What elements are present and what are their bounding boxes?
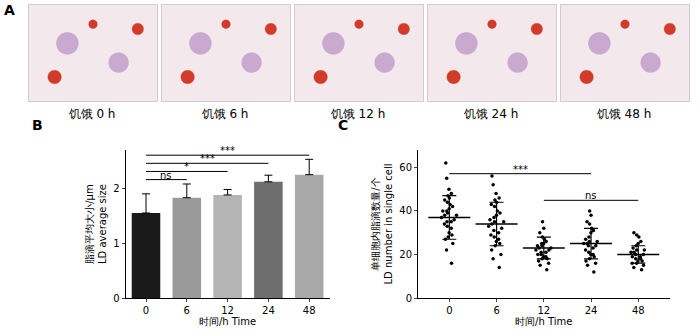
svg-text:24: 24 xyxy=(585,305,598,316)
svg-text:6: 6 xyxy=(184,305,190,316)
svg-text:60: 60 xyxy=(399,162,412,173)
svg-text:***: *** xyxy=(200,153,215,164)
svg-text:2: 2 xyxy=(113,183,119,194)
html-text:饥饿 48 h: 饥饿 48 h xyxy=(596,107,652,121)
svg-text:12: 12 xyxy=(221,305,234,316)
html-text:饥饿 24 h: 饥饿 24 h xyxy=(463,107,519,121)
svg-text:0: 0 xyxy=(446,305,452,316)
svg-text:***: *** xyxy=(220,145,235,156)
html-text:饥饿 6 h: 饥饿 6 h xyxy=(201,107,249,121)
svg-text:C: C xyxy=(338,117,349,133)
svg-text:时间/h Time: 时间/h Time xyxy=(199,316,256,327)
svg-text:48: 48 xyxy=(632,305,645,316)
html-text:饥饿 12 h: 饥饿 12 h xyxy=(330,107,386,121)
svg-text:48: 48 xyxy=(303,305,316,316)
svg-text:***: *** xyxy=(513,164,528,175)
svg-text:12: 12 xyxy=(537,305,550,316)
svg-text:*: * xyxy=(184,161,189,172)
svg-text:ns: ns xyxy=(585,190,597,201)
svg-text:脂滴平均大小/μmLD average size: 脂滴平均大小/μmLD average size xyxy=(84,184,108,264)
svg-text:20: 20 xyxy=(399,249,412,260)
svg-text:B: B xyxy=(32,117,43,133)
svg-text:0: 0 xyxy=(143,305,149,316)
svg-text:40: 40 xyxy=(399,205,412,216)
svg-text:6: 6 xyxy=(493,305,499,316)
svg-text:0: 0 xyxy=(113,293,119,304)
svg-text:24: 24 xyxy=(262,305,275,316)
svg-text:单细胞内脂滴数量/个LD number in single: 单细胞内脂滴数量/个LD number in single cell xyxy=(370,164,394,285)
svg-text:0: 0 xyxy=(406,293,412,304)
svg-text:ns: ns xyxy=(160,170,172,181)
svg-text:1: 1 xyxy=(113,238,119,249)
html-text:A: A xyxy=(4,2,15,18)
html-text:饥饿 0 h: 饥饿 0 h xyxy=(68,107,116,121)
svg-text:时间/h Time: 时间/h Time xyxy=(515,316,572,327)
